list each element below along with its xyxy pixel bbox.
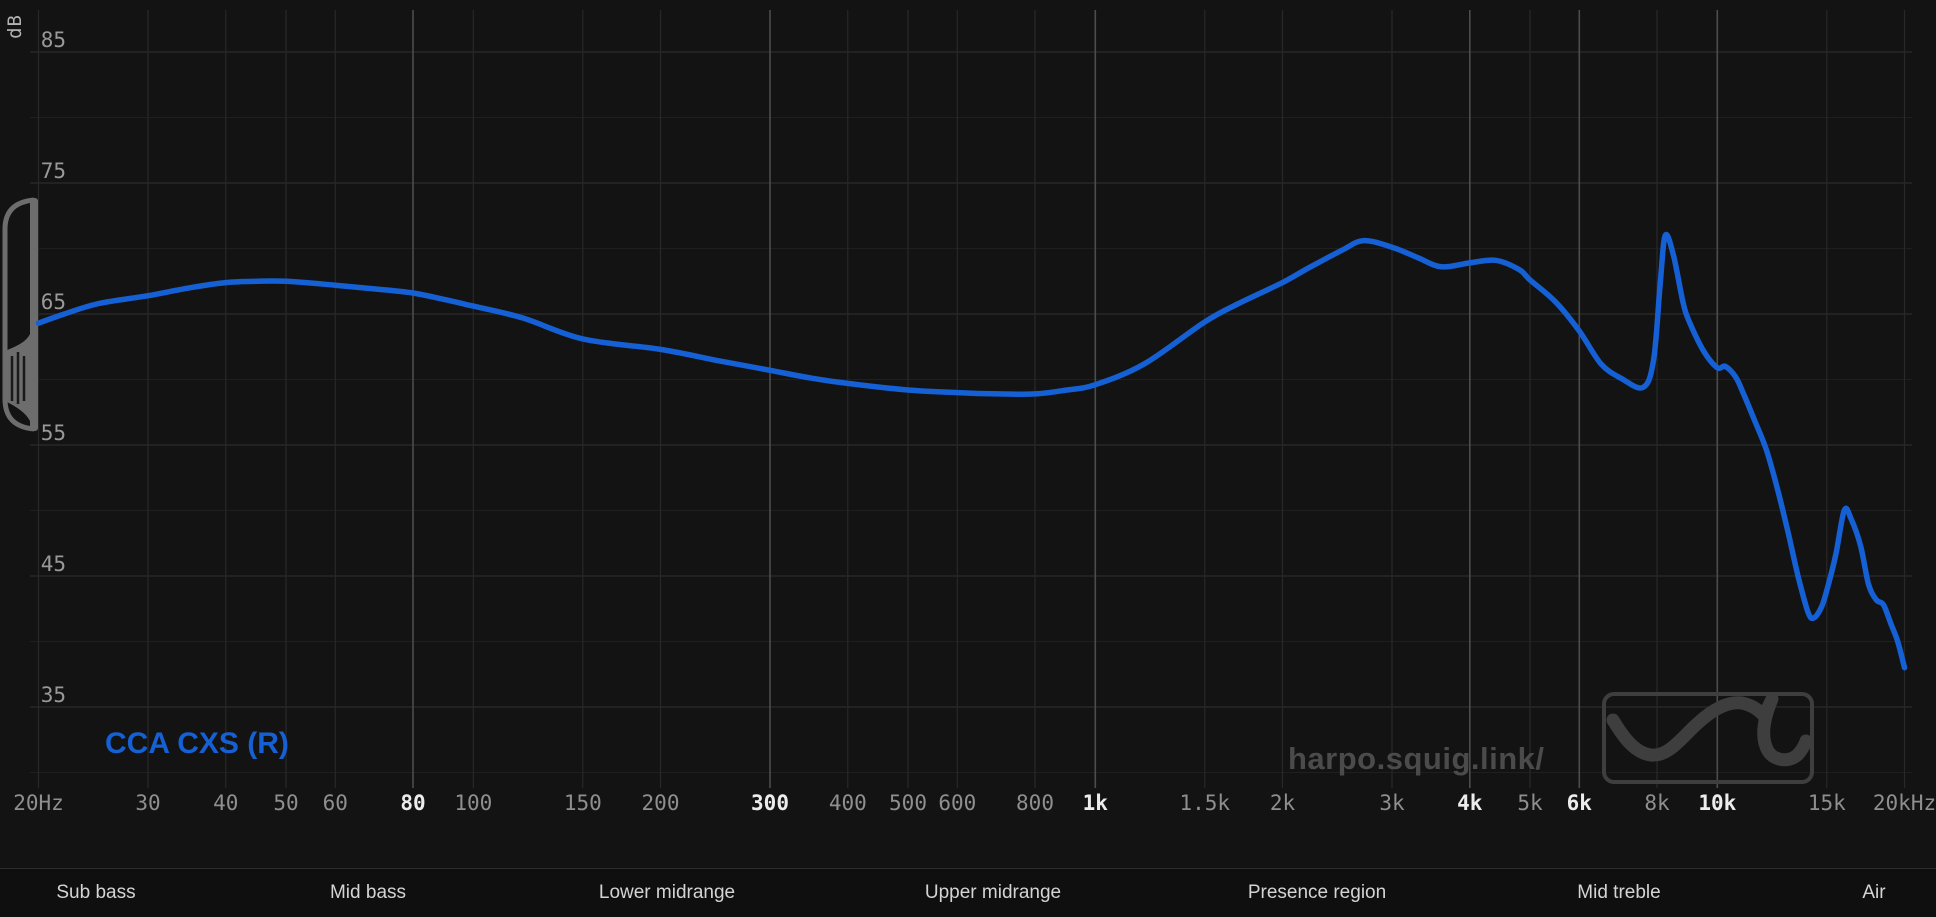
x-tick-label: 40 [213, 791, 238, 815]
x-tick-label: 60 [323, 791, 348, 815]
y-tick-label: 55 [41, 421, 66, 445]
y-axis-tick-labels: 85 75 65 55 45 35 [41, 28, 66, 707]
region-lower-midrange: Lower midrange [598, 882, 736, 903]
x-tick-label: 400 [829, 791, 867, 815]
x-tick-label: 100 [454, 791, 492, 815]
fr-chart-svg[interactable]: 20Hz 30 40 50 60 80 100 150 200 300 400 500 600 800 1k… [0, 0, 1936, 868]
region-upper-midrange: Upper midrange [924, 882, 1062, 903]
x-tick-label: 500 [889, 791, 927, 815]
x-tick-label: 20kHz [1873, 791, 1936, 815]
x-tick-label: 15k [1808, 791, 1846, 815]
x-tick-label: 8k [1644, 791, 1670, 815]
region-sub-bass: Sub bass [56, 882, 136, 903]
region-presence: Presence region [1247, 882, 1387, 903]
x-tick-label: 10k [1698, 791, 1736, 815]
x-tick-label: 1k [1083, 791, 1109, 815]
x-tick-label: 1.5k [1180, 791, 1231, 815]
y-tick-label: 35 [41, 683, 66, 707]
x-tick-label: 600 [938, 791, 976, 815]
horizontal-gridlines [30, 51, 1912, 773]
squiglink-logo-icon [1602, 692, 1814, 784]
x-tick-label: 50 [273, 791, 298, 815]
y-tick-label: 85 [41, 28, 66, 52]
y-tick-label: 65 [41, 290, 66, 314]
x-tick-label: 200 [642, 791, 680, 815]
y-tick-label: 45 [41, 552, 66, 576]
x-tick-label: 4k [1457, 791, 1483, 815]
x-tick-label: 6k [1567, 791, 1593, 815]
watermark-url: harpo.squig.link/ [1288, 741, 1545, 776]
x-tick-label: 30 [135, 791, 160, 815]
x-tick-label: 80 [400, 791, 425, 815]
x-axis-tick-labels: 20Hz 30 40 50 60 80 100 150 200 300 400 500 600 800 1k… [13, 791, 1936, 815]
vertical-gridlines [37, 10, 1906, 788]
x-tick-label: 20Hz [13, 791, 64, 815]
fr-curve-cca-cxs-r[interactable] [35, 231, 1908, 671]
region-mid-treble: Mid treble [1577, 882, 1661, 903]
panel-toggle-handle[interactable] [2, 197, 38, 432]
frequency-region-bar: Sub bass Mid bass Lower midrange Upper m… [0, 868, 1936, 917]
x-tick-label: 300 [751, 791, 789, 815]
y-axis-unit-label: dB [4, 14, 26, 39]
x-tick-label: 3k [1379, 791, 1405, 815]
curve-legend-label[interactable]: CCA CXS (R) [105, 727, 289, 760]
x-tick-label: 2k [1270, 791, 1296, 815]
grip-lines-icon [10, 352, 26, 404]
handle-bar [30, 198, 38, 431]
region-air: Air [1862, 882, 1886, 903]
x-tick-label: 800 [1016, 791, 1054, 815]
y-tick-label: 75 [41, 159, 66, 183]
x-tick-label: 5k [1517, 791, 1543, 815]
region-mid-bass: Mid bass [329, 882, 407, 903]
x-tick-label: 150 [564, 791, 602, 815]
